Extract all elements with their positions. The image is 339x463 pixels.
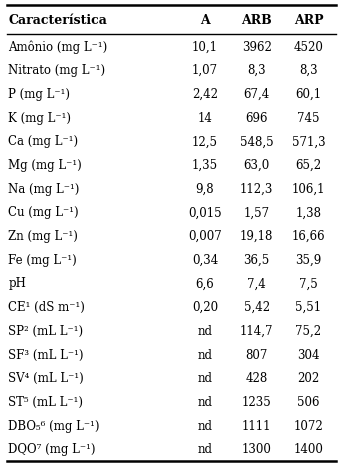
Text: A: A	[200, 14, 210, 27]
Text: P (mg L⁻¹): P (mg L⁻¹)	[8, 88, 71, 101]
Text: 3962: 3962	[242, 40, 272, 53]
Text: 19,18: 19,18	[240, 230, 273, 243]
Text: 65,2: 65,2	[295, 159, 322, 172]
Text: 36,5: 36,5	[243, 253, 270, 266]
Text: 1,38: 1,38	[296, 206, 321, 219]
Text: Fe (mg L⁻¹): Fe (mg L⁻¹)	[8, 253, 77, 266]
Text: 548,5: 548,5	[240, 135, 274, 148]
Text: 202: 202	[297, 371, 320, 384]
Text: 571,3: 571,3	[292, 135, 325, 148]
Text: SV⁴ (mL L⁻¹): SV⁴ (mL L⁻¹)	[8, 371, 84, 384]
Text: Mg (mg L⁻¹): Mg (mg L⁻¹)	[8, 159, 82, 172]
Text: nd: nd	[197, 419, 213, 432]
Text: 745: 745	[297, 112, 320, 125]
Text: 1072: 1072	[294, 419, 323, 432]
Text: Cu (mg L⁻¹): Cu (mg L⁻¹)	[8, 206, 79, 219]
Text: 1235: 1235	[242, 395, 272, 408]
Text: Amônio (mg L⁻¹): Amônio (mg L⁻¹)	[8, 40, 108, 54]
Text: 5,51: 5,51	[295, 300, 322, 313]
Text: 63,0: 63,0	[243, 159, 270, 172]
Text: 9,8: 9,8	[196, 182, 214, 195]
Text: 12,5: 12,5	[192, 135, 218, 148]
Text: 1,07: 1,07	[192, 64, 218, 77]
Text: 304: 304	[297, 348, 320, 361]
Text: 428: 428	[245, 371, 268, 384]
Text: 67,4: 67,4	[243, 88, 270, 101]
Text: 0,20: 0,20	[192, 300, 218, 313]
Text: 8,3: 8,3	[247, 64, 266, 77]
Text: 60,1: 60,1	[295, 88, 322, 101]
Text: 10,1: 10,1	[192, 40, 218, 53]
Text: 0,34: 0,34	[192, 253, 218, 266]
Text: 1300: 1300	[242, 442, 272, 455]
Text: CE¹ (dS m⁻¹): CE¹ (dS m⁻¹)	[8, 300, 85, 313]
Text: 506: 506	[297, 395, 320, 408]
Text: nd: nd	[197, 395, 213, 408]
Text: 106,1: 106,1	[292, 182, 325, 195]
Text: ARP: ARP	[294, 14, 323, 27]
Text: 1400: 1400	[294, 442, 323, 455]
Text: Característica: Característica	[8, 14, 107, 27]
Text: Nitrato (mg L⁻¹): Nitrato (mg L⁻¹)	[8, 64, 106, 77]
Text: nd: nd	[197, 324, 213, 337]
Text: 4520: 4520	[294, 40, 323, 53]
Text: 7,4: 7,4	[247, 277, 266, 290]
Text: 7,5: 7,5	[299, 277, 318, 290]
Text: SP² (mL L⁻¹): SP² (mL L⁻¹)	[8, 324, 84, 337]
Text: 14: 14	[197, 112, 212, 125]
Text: 1,35: 1,35	[192, 159, 218, 172]
Text: 114,7: 114,7	[240, 324, 274, 337]
Text: 16,66: 16,66	[292, 230, 325, 243]
Text: 696: 696	[245, 112, 268, 125]
Text: DBO₅⁶ (mg L⁻¹): DBO₅⁶ (mg L⁻¹)	[8, 419, 100, 432]
Text: 5,42: 5,42	[244, 300, 270, 313]
Text: nd: nd	[197, 348, 213, 361]
Text: 8,3: 8,3	[299, 64, 318, 77]
Text: DQO⁷ (mg L⁻¹): DQO⁷ (mg L⁻¹)	[8, 442, 96, 455]
Text: ST⁵ (mL L⁻¹): ST⁵ (mL L⁻¹)	[8, 395, 83, 408]
Text: 35,9: 35,9	[295, 253, 322, 266]
Text: 1,57: 1,57	[244, 206, 270, 219]
Text: ARB: ARB	[241, 14, 272, 27]
Text: 0,015: 0,015	[188, 206, 222, 219]
Text: 0,007: 0,007	[188, 230, 222, 243]
Text: 6,6: 6,6	[196, 277, 214, 290]
Text: Na (mg L⁻¹): Na (mg L⁻¹)	[8, 182, 80, 195]
Text: 112,3: 112,3	[240, 182, 273, 195]
Text: pH: pH	[8, 277, 26, 290]
Text: Ca (mg L⁻¹): Ca (mg L⁻¹)	[8, 135, 79, 148]
Text: SF³ (mL L⁻¹): SF³ (mL L⁻¹)	[8, 348, 84, 361]
Text: K (mg L⁻¹): K (mg L⁻¹)	[8, 112, 72, 125]
Text: nd: nd	[197, 371, 213, 384]
Text: Zn (mg L⁻¹): Zn (mg L⁻¹)	[8, 230, 78, 243]
Text: 1111: 1111	[242, 419, 272, 432]
Text: 2,42: 2,42	[192, 88, 218, 101]
Text: nd: nd	[197, 442, 213, 455]
Text: 807: 807	[245, 348, 268, 361]
Text: 75,2: 75,2	[295, 324, 322, 337]
